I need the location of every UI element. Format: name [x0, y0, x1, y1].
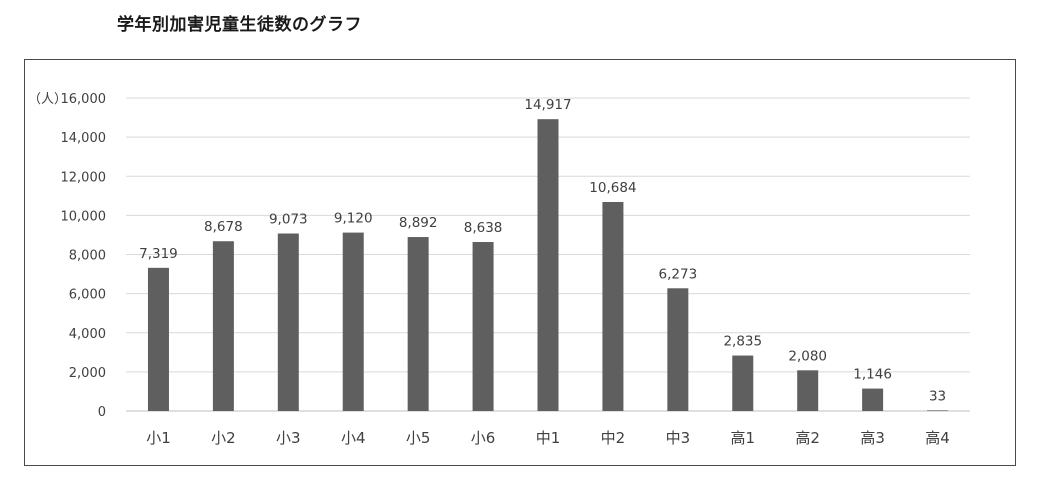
data-label: 1,146: [853, 367, 892, 383]
bar: [927, 410, 949, 411]
bar: [407, 237, 429, 411]
data-labels: 7,319 8,678 9,073 9,120 8,892 8,638 14,917 10,6…: [139, 97, 946, 404]
y-tick-label: 12,000: [61, 170, 107, 185]
data-label: 8,678: [204, 219, 243, 235]
data-label: 2,835: [723, 334, 762, 350]
category-label: 小6: [471, 429, 496, 447]
data-label: 33: [929, 388, 946, 404]
category-label: 中3: [666, 429, 691, 447]
category-label: 小5: [406, 429, 431, 447]
data-label: 10,684: [589, 180, 636, 196]
category-label: 小1: [146, 429, 171, 447]
chart-frame: [24, 59, 1016, 466]
bar: [472, 242, 494, 411]
category-label: 高3: [860, 429, 885, 447]
bar: [212, 241, 234, 411]
bar: [147, 267, 169, 411]
data-label: 7,319: [139, 246, 178, 262]
bar: [342, 232, 364, 411]
bar: [537, 119, 559, 411]
bar: [277, 233, 299, 411]
bar: [667, 288, 689, 411]
category-label: 高2: [795, 429, 820, 447]
category-label: 高1: [730, 429, 755, 447]
y-tick-label: 4,000: [69, 327, 106, 342]
y-tick-label: 0: [98, 405, 106, 420]
category-label: 小3: [276, 429, 301, 447]
data-label: 9,073: [269, 212, 308, 228]
data-label: 14,917: [524, 97, 571, 113]
data-label: 8,892: [399, 215, 438, 231]
category-label: 小2: [211, 429, 236, 447]
y-tick-label: 8,000: [69, 249, 106, 264]
page-title: 学年別加害児童生徒数のグラフ: [117, 15, 362, 35]
bars: [147, 119, 949, 411]
data-label: 8,638: [464, 220, 503, 236]
data-label: 6,273: [659, 266, 698, 282]
data-label: 9,120: [334, 211, 373, 227]
y-tick-label: 2,000: [69, 366, 106, 381]
bar: [797, 370, 819, 411]
y-tick-label: 16,000: [61, 92, 107, 107]
y-axis-ticks: 0 2,000 4,000 6,000 8,000 10,000 12,000 14,000 1…: [61, 92, 107, 420]
category-label: 高4: [925, 429, 950, 447]
category-label: 小4: [341, 429, 366, 447]
category-label: 中2: [601, 429, 626, 447]
y-tick-label: 10,000: [61, 209, 107, 224]
y-tick-label: 6,000: [69, 288, 106, 303]
data-label: 2,080: [788, 348, 827, 364]
bar: [602, 201, 624, 411]
y-tick-label: 14,000: [61, 131, 107, 146]
y-unit-label: （人）: [28, 92, 67, 107]
bar: [732, 355, 754, 411]
x-axis-categories: 小1 小2 小3 小4 小5 小6 中1 中2 中3 高1 高2 高3 高4: [146, 429, 950, 447]
category-label: 中1: [536, 429, 561, 447]
bar: [862, 388, 884, 411]
